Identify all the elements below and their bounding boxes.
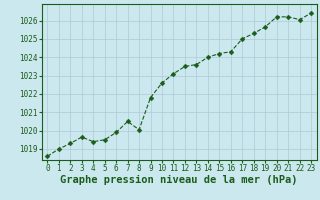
X-axis label: Graphe pression niveau de la mer (hPa): Graphe pression niveau de la mer (hPa) bbox=[60, 175, 298, 185]
